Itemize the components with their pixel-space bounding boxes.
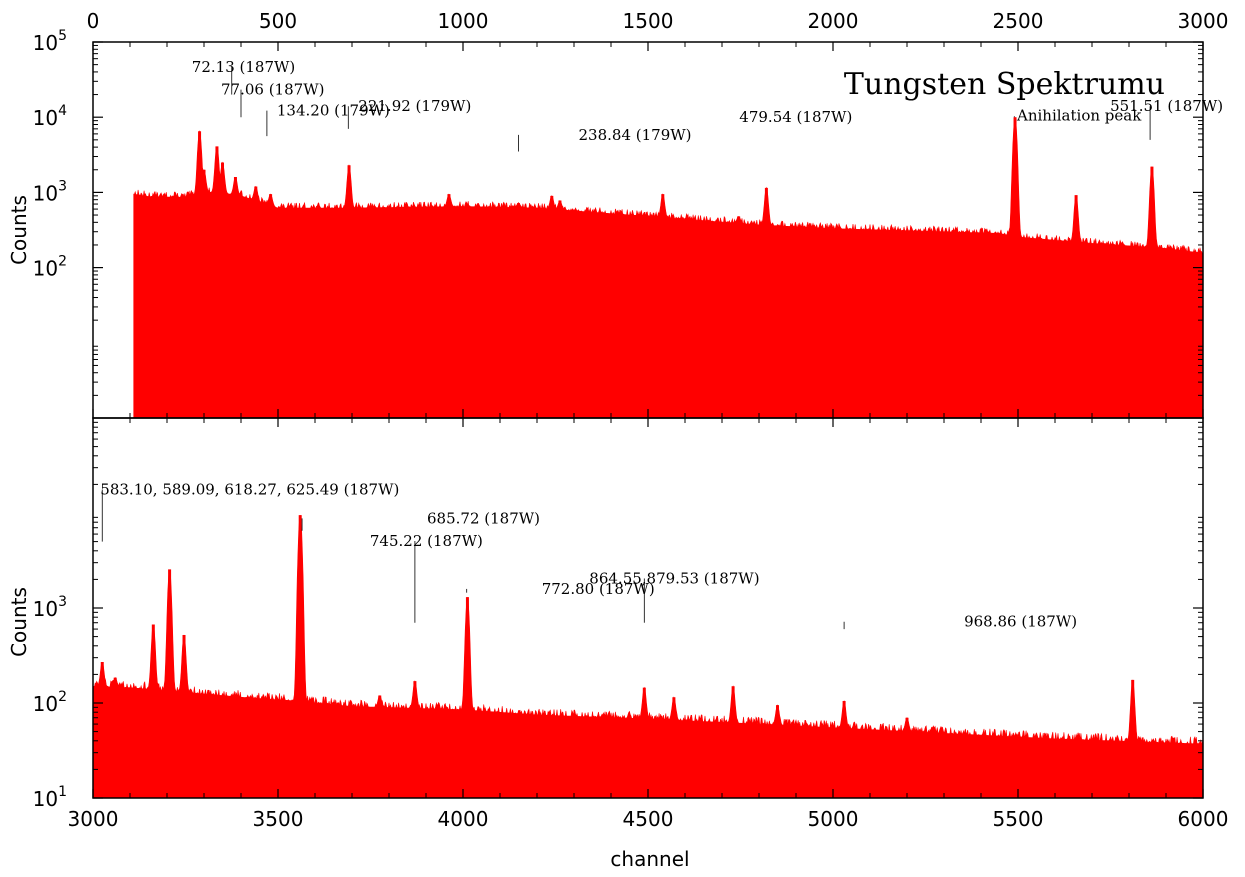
bottom-annotation: 968.86 (187W) <box>843 613 1077 631</box>
bottom-x-tick-label: 4500 <box>623 807 674 831</box>
bottom-annotation-label: 745.22 (187W) <box>370 532 483 550</box>
top-y-tick-label: 105 <box>33 28 67 55</box>
x-axis-title: channel <box>610 847 689 871</box>
bottom-annotation: 864.55,879.53 (187W) <box>589 570 760 623</box>
top-x-tick-label: 0 <box>87 9 100 33</box>
bottom-y-tick-label: 102 <box>33 689 67 716</box>
top-annotation: 238.84 (179W) <box>518 126 692 152</box>
bottom-annotation-label: 864.55,879.53 (187W) <box>589 570 759 588</box>
bottom-annotation: 745.22 (187W) <box>370 532 483 623</box>
bottom-annotation-label: 685.72 (187W) <box>427 509 540 527</box>
top-y-tick-label: 102 <box>33 254 67 281</box>
bottom-x-tick-label: 3000 <box>68 807 119 831</box>
bottom-x-tick-label: 4000 <box>438 807 489 831</box>
top-annotation: 77.06 (187W) <box>221 81 324 118</box>
bottom-annotation-label: 583.10, 589.09, 618.27, 625.49 (187W) <box>100 481 399 499</box>
bottom-annotation: 583.10, 589.09, 618.27, 625.49 (187W) <box>100 481 399 542</box>
bottom-x-tick-label: 5000 <box>808 807 859 831</box>
bottom-x-tick-label: 5500 <box>993 807 1044 831</box>
top-annotation-label: 72.13 (187W) <box>192 58 295 76</box>
top-annotation-label: 134.20 (179W) <box>277 102 390 120</box>
top-annotation: 221.92 (179W) <box>347 97 471 129</box>
top-annotation: 551.51 (187W) <box>1110 97 1223 140</box>
top-spectrum-area <box>133 117 1204 419</box>
top-annotation-label: Anihilation peak <box>1016 107 1142 125</box>
bottom-y-tick-label: 101 <box>33 784 67 811</box>
chart-title: Tungsten Spektrumu <box>844 67 1165 102</box>
top-y-tick-label: 103 <box>33 178 67 205</box>
top-x-tick-label: 2500 <box>993 9 1044 33</box>
bottom-annotation: 685.72 (187W) <box>301 509 540 531</box>
top-y-tick-label: 104 <box>33 103 67 130</box>
top-annotation-label: 479.54 (187W) <box>739 108 852 126</box>
bottom-y-tick-label: 103 <box>33 594 67 621</box>
top-x-tick-label: 2000 <box>808 9 859 33</box>
top-annotation: 134.20 (179W) <box>266 102 390 137</box>
top-y-axis-title: Counts <box>7 195 31 265</box>
top-annotation-label: 551.51 (187W) <box>1110 97 1223 115</box>
top-x-tick-label: 500 <box>259 9 297 33</box>
top-annotation-label: 221.92 (179W) <box>358 97 471 115</box>
bottom-spectrum-area <box>92 515 1204 799</box>
top-annotation: 72.13 (187W) <box>192 58 295 95</box>
bottom-x-tick-label: 3500 <box>253 807 304 831</box>
bottom-x-tick-label: 6000 <box>1178 807 1229 831</box>
bottom-panel: 3000 3500 4000 4500 5000 5500 6000 101 102 103 583… <box>33 417 1229 831</box>
top-annotation: Anihilation peak <box>1016 107 1142 125</box>
top-annotation-label: 238.84 (179W) <box>579 126 692 144</box>
top-annotation: 479.54 (187W) <box>739 108 1015 126</box>
top-annotation-label: 77.06 (187W) <box>221 81 324 99</box>
bottom-annotation-label: 772.80 (187W) <box>542 580 655 598</box>
top-panel: 0 500 1000 1500 2000 2500 3000 102 103 104 105 72.1… <box>33 9 1229 419</box>
bottom-annotation: 772.80 (187W) <box>466 580 655 598</box>
top-x-tick-label: 3000 <box>1178 9 1229 33</box>
top-x-tick-label: 1000 <box>438 9 489 33</box>
bottom-y-axis-title: Counts <box>7 587 31 657</box>
top-x-tick-label: 1500 <box>623 9 674 33</box>
bottom-annotation-label: 968.86 (187W) <box>964 613 1077 631</box>
